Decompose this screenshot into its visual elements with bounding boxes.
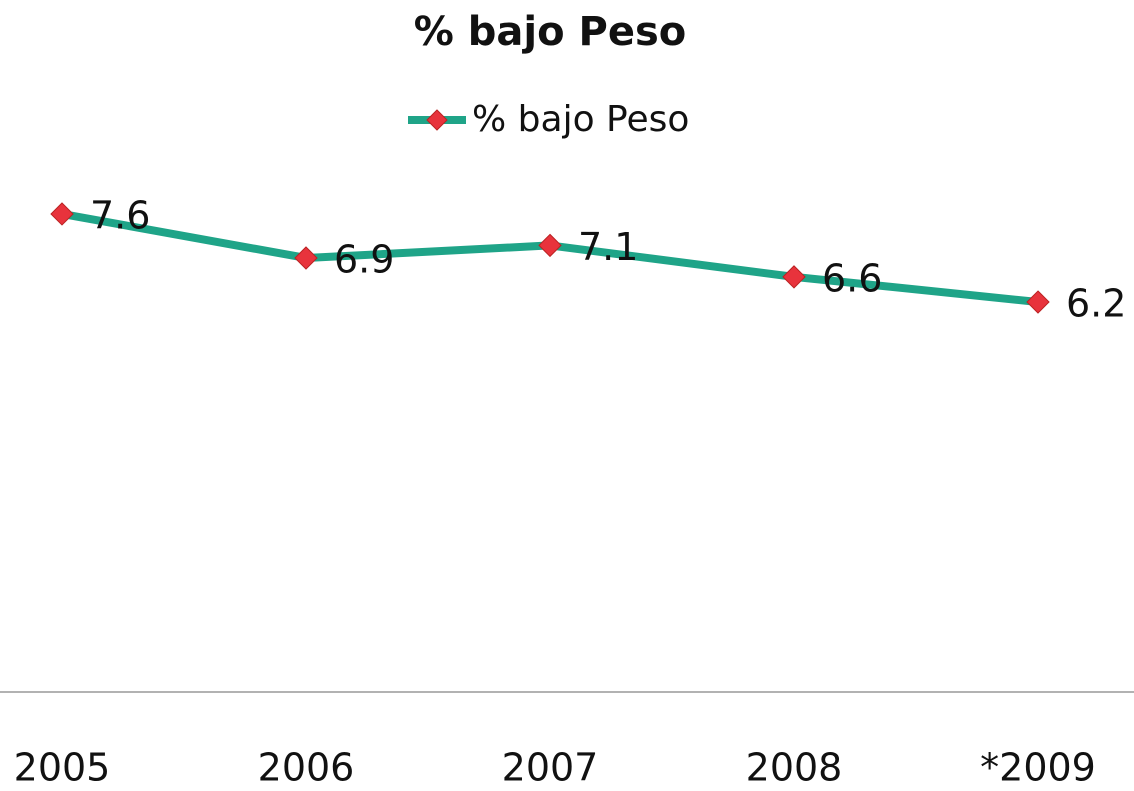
marker	[538, 233, 562, 258]
marker	[782, 265, 806, 289]
legend-label: % bajo Peso	[472, 99, 689, 140]
legend-marker	[426, 109, 448, 131]
data-label: 7.6	[90, 193, 150, 237]
x-tick-label: *2009	[980, 746, 1096, 790]
marker	[50, 202, 74, 226]
line	[61, 210, 1039, 306]
marker	[294, 246, 318, 270]
chart-title: % bajo Peso	[414, 9, 686, 55]
marker	[1026, 290, 1050, 314]
x-tick-label: 2006	[258, 746, 355, 790]
data-label: 6.2	[1066, 282, 1126, 326]
x-tick-label: 2007	[502, 746, 599, 790]
x-tick-label: 2008	[746, 746, 843, 790]
data-label: 6.6	[822, 256, 882, 300]
data-label: 7.1	[578, 225, 638, 269]
x-tick-label: 2005	[14, 746, 111, 790]
data-label: 6.9	[334, 237, 394, 281]
